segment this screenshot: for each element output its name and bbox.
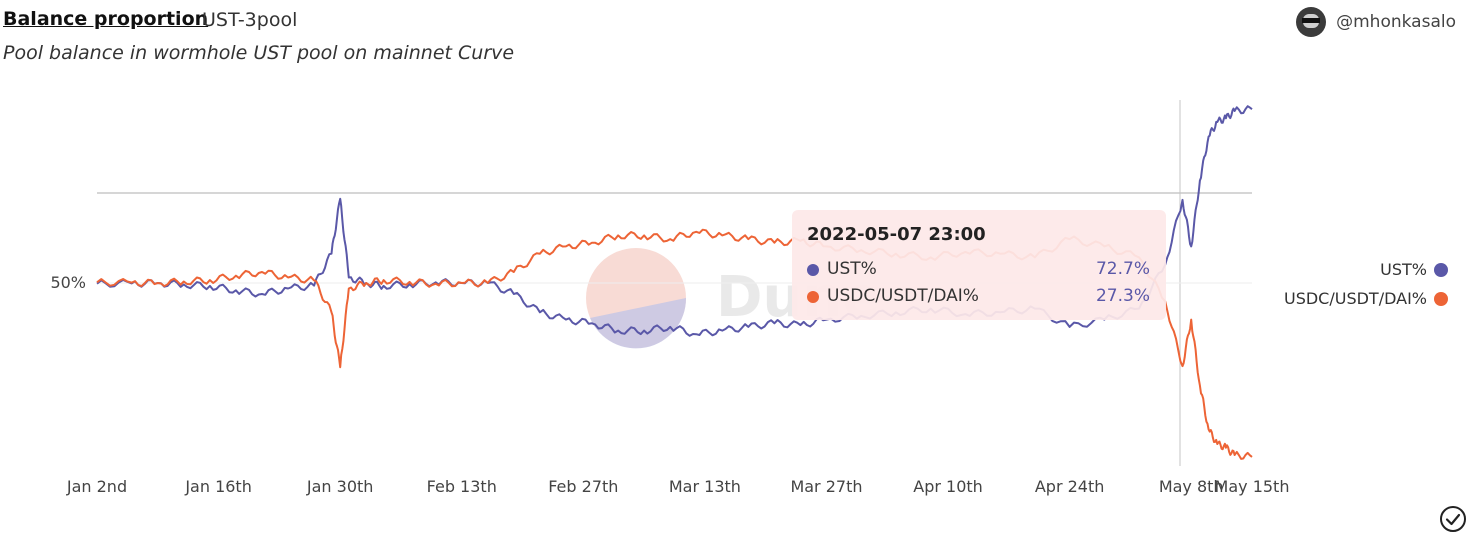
x-tick-label: Jan 30th [306,477,374,496]
x-tick-label: Mar 13th [669,477,741,496]
legend-label[interactable]: UST% [1380,260,1427,279]
chart-title-link[interactable]: Balance proportion [3,8,209,30]
x-tick-label: Jan 16th [184,477,252,496]
x-tick-label: Apr 24th [1035,477,1105,496]
x-tick-label: Apr 10th [913,477,983,496]
tooltip-series-value: 72.7% [1095,259,1150,279]
legend-dot-icon[interactable] [1434,292,1448,306]
tooltip-series-name: USDC/USDT/DAI% [827,286,979,306]
chart-header: Balance proportion UST-3pool Pool balanc… [0,0,1474,80]
legend[interactable]: UST% USDC/USDT/DAI% [1284,260,1448,308]
usdc-dot-icon [807,291,819,303]
x-tick-label: May 15th [1215,477,1290,496]
y-tick-label: 50% [50,273,86,292]
tooltip-date: 2022-05-07 23:00 [807,224,986,245]
tooltip-series-value: 27.3% [1095,286,1150,306]
x-axis: Jan 2nd Jan 16th Jan 30th Feb 13th Feb 27th M… [66,477,1290,496]
x-tick-label: Jan 2nd [66,477,127,496]
check-circle-icon[interactable] [1439,505,1467,533]
chart-description: Pool balance in wormhole UST pool on mai… [3,42,515,64]
tooltip-series-name: UST% [827,259,877,279]
legend-dot-icon[interactable] [1434,263,1448,277]
x-tick-label: Feb 27th [548,477,618,496]
hover-tooltip: 2022-05-07 23:00 UST% 72.7% USDC/USDT/DA… [792,210,1166,320]
x-tick-label: Feb 13th [427,477,497,496]
legend-label[interactable]: USDC/USDT/DAI% [1284,289,1427,308]
tooltip-row-ust: UST% 72.7% [807,259,1150,281]
x-tick-label: May 8th [1159,477,1224,496]
x-tick-label: Mar 27th [790,477,862,496]
ust-dot-icon [807,264,819,276]
query-name: UST-3pool [202,9,298,31]
author-link[interactable]: @mhonkasalo [1296,6,1456,38]
tooltip-row-usdc: USDC/USDT/DAI% 27.3% [807,286,1150,308]
user-avatar-icon [1296,7,1327,37]
author-name: @mhonkasalo [1336,12,1456,32]
